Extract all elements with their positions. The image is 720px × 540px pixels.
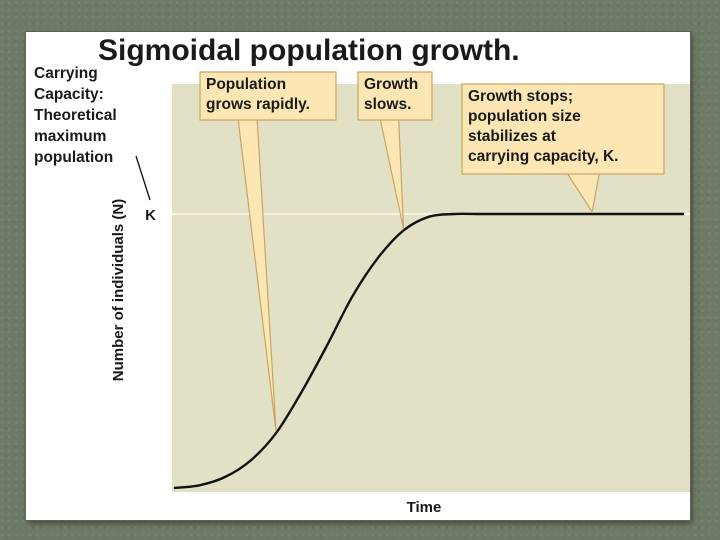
k-axis-label: K <box>145 207 156 224</box>
sigmoid-chart: Sigmoidal population growth. K Carrying … <box>34 34 690 516</box>
side-note-line: population <box>34 149 113 166</box>
k-leader-line <box>135 155 151 201</box>
callout-growth-slows: Growth slows. <box>357 71 433 229</box>
callout-line: stabilizes at <box>468 128 556 145</box>
x-axis-label: Time <box>407 499 442 516</box>
slide: Sigmoidal population growth. K Carrying … <box>26 32 690 520</box>
side-note-line: Theoretical <box>34 107 117 124</box>
side-note-line: maximum <box>34 128 106 145</box>
y-axis-label: Number of individuals (N) <box>110 199 127 382</box>
side-note-line: Capacity: <box>34 86 104 103</box>
callout-rapid-growth: Population grows rapidly. <box>199 71 337 432</box>
callout-line: Population <box>206 76 286 93</box>
callout-growth-stops: Growth stops; population size stabilizes… <box>461 83 665 214</box>
side-note-line: Carrying <box>34 65 98 82</box>
callout-box <box>357 71 433 121</box>
growth-curve <box>173 212 685 490</box>
callout-line: Growth stops; <box>468 88 573 105</box>
callout-line: population size <box>468 108 581 125</box>
callout-line: Growth <box>364 76 418 93</box>
carrying-capacity-note: Carrying Capacity: Theoretical maximum p… <box>34 65 117 166</box>
chart-title: Sigmoidal population growth. <box>98 34 520 67</box>
callout-line: carrying capacity, K. <box>468 148 618 165</box>
callout-line: grows rapidly. <box>206 96 310 113</box>
callout-box <box>199 71 337 121</box>
callout-line: slows. <box>364 96 411 113</box>
callout-box <box>461 83 665 175</box>
